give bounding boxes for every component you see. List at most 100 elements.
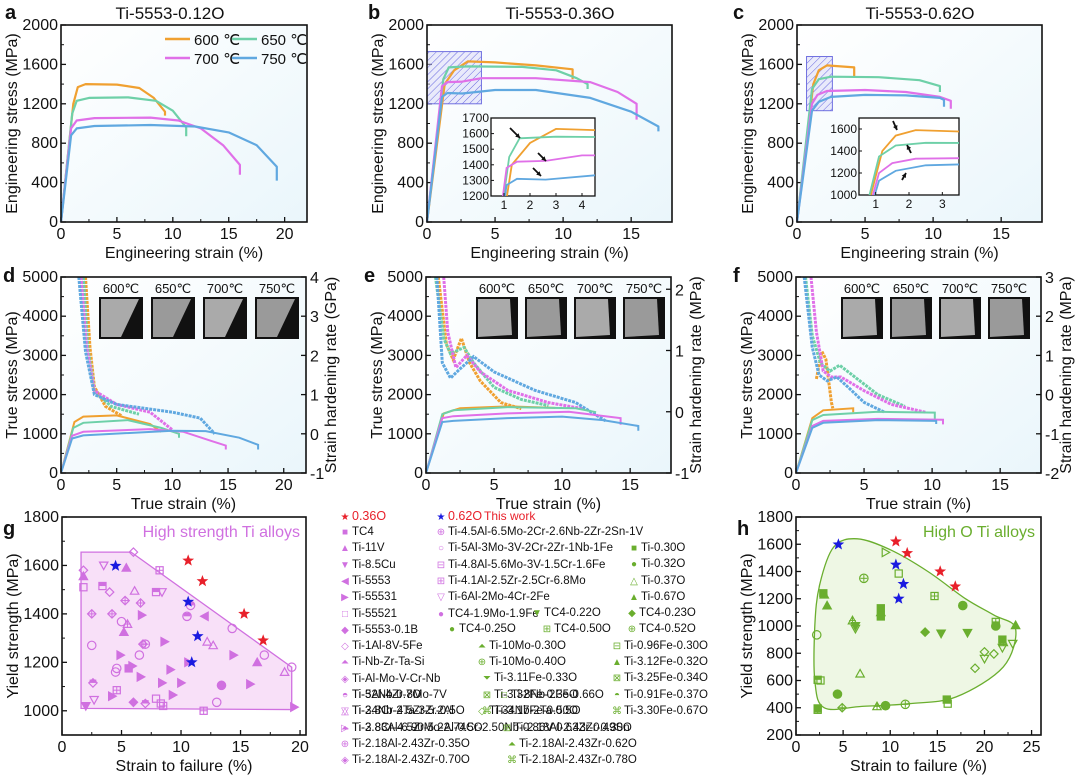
y2-axis-label: Strain hardening rate (MPa) xyxy=(1058,276,1075,473)
legend-marker-icon: ⊞ xyxy=(542,624,552,636)
scatter-point xyxy=(997,643,1008,654)
scatter-point xyxy=(136,671,147,683)
x-tick-label: 10 xyxy=(172,739,190,756)
y-tick-label: 800 xyxy=(31,135,58,152)
legend-entry: ⏷ Ti-3.11Fe-0.33O xyxy=(480,671,577,687)
x-tick-label: 15 xyxy=(992,226,1010,243)
scatter-point xyxy=(859,573,869,584)
scatter-point xyxy=(160,636,170,647)
x-tick-label: 20 xyxy=(276,226,294,243)
legend-entry: ⌘ Ti-3.17Fe-0.50O xyxy=(480,704,578,720)
inset-y-tick-label: 1400 xyxy=(830,144,857,158)
scatter-point xyxy=(120,595,131,606)
marker-detail xyxy=(877,612,885,621)
hardening-curve xyxy=(802,277,886,414)
x-tick-label: 15 xyxy=(232,739,250,756)
series-line-700 xyxy=(425,77,638,223)
scatter-point xyxy=(121,562,132,572)
legend-entry: ▽ Ti-6Al-2Mo-4Cr-2Fe xyxy=(434,590,550,606)
legend-marker-icon: ▽ xyxy=(437,592,445,604)
scatter-point xyxy=(979,654,990,665)
plot-frame xyxy=(61,516,307,736)
legend-marker-icon: ▽ xyxy=(341,706,349,718)
true-stress-curve xyxy=(796,419,938,473)
legend-label: Ti-2.18Al-2.43Zr-0.70O xyxy=(352,754,470,767)
legend-label: Ti-0.91Fe-0.37O xyxy=(624,688,708,701)
legend-marker-icon: ◀ xyxy=(341,575,349,587)
y-tick-label: 1000 xyxy=(757,618,793,635)
scatter-point xyxy=(112,686,121,695)
y-axis-label: True stress (MPa) xyxy=(4,311,21,438)
legend-entry: ⊞ Ti-2.18Al-2.43Zr-0.30O xyxy=(500,721,632,737)
scatter-point xyxy=(156,699,165,708)
scatter-point xyxy=(79,583,88,592)
series-line-600 xyxy=(59,83,167,223)
x-tick-label: 5 xyxy=(490,477,499,494)
scatter-point xyxy=(158,677,168,689)
inset-y-tick-label: 1600 xyxy=(462,127,489,141)
legend-label: Ti-3.17Fe-0.50O xyxy=(494,704,578,717)
x-tick-label: 0 xyxy=(792,739,801,756)
legend-label: Ti-0.67O xyxy=(641,590,686,603)
star-marker-this-work xyxy=(934,565,947,577)
inset-x-tick-label: 1 xyxy=(501,198,508,212)
legend-marker-icon: ⊕ xyxy=(340,738,350,750)
legend-label: TC4-0.52O xyxy=(639,623,696,636)
x-tick-label: 15 xyxy=(219,477,237,494)
image-temperature-label: 600℃ xyxy=(103,281,139,296)
scatter-point xyxy=(104,587,115,598)
legend-entry: ⊠ Ti-3.25Fe-0.34O xyxy=(610,671,708,687)
panel-g: 0 5 10 15 20 1000 1200 1400 1600 1800 Strain to fa… xyxy=(3,509,309,775)
scatter-point xyxy=(246,678,256,690)
scatter-point xyxy=(199,706,208,715)
star-marker-this-work xyxy=(238,607,250,619)
scatter-point xyxy=(290,701,300,713)
y2-tick-label: 2 xyxy=(675,282,684,299)
y-tick-label: 2000 xyxy=(22,17,58,34)
legend-marker-icon: ◆ xyxy=(341,624,349,636)
legend-entry: ⊠ Ti-3.32Fe-0.35O xyxy=(480,688,578,704)
scatter-point xyxy=(116,616,127,627)
legend-marker-icon: ▲ xyxy=(629,591,639,603)
legend-label: Ti-2.18Al-2.43Zr-0.62O xyxy=(519,737,637,750)
image-temperature-label: 750℃ xyxy=(626,281,662,296)
legend-entry: ⊕ Ti-4.5Al-6.5Mo-2Cr-2.6Nb-2Zr-2Sn-1V xyxy=(434,525,643,541)
x-tick-label: 0 xyxy=(57,477,66,494)
y-tick-label: 1200 xyxy=(758,96,794,113)
legend-marker-icon: ⏶ xyxy=(478,640,486,652)
legend-marker-icon: ▼ xyxy=(532,608,542,619)
legend-label: Ti-3.83Al-6.90Mo-2.74Cr-2.50Nb-0.86V-0.6… xyxy=(352,721,630,734)
y-tick-label: 400 xyxy=(766,700,793,717)
legend-marker-icon: ○ xyxy=(437,543,445,555)
scatter-point xyxy=(137,609,148,621)
legend-label: Ti-6Al-2Mo-4Cr-2Fe xyxy=(448,591,550,604)
inset-series-line xyxy=(869,129,959,195)
y2-tick-label: 3 xyxy=(1045,270,1054,287)
legend-marker-icon: ◆ xyxy=(628,608,636,619)
x-tick-label: 15 xyxy=(928,739,946,756)
scatter-point xyxy=(900,699,911,710)
legend-marker-icon: △ xyxy=(341,706,349,718)
inset-x-tick-label: 2 xyxy=(527,198,534,212)
legend-entry: ▲ Ti-11V xyxy=(338,541,385,557)
scatter-point xyxy=(156,588,168,598)
inset-y-tick-label: 1200 xyxy=(462,189,489,203)
fracture-sample xyxy=(892,299,926,337)
legend-marker-icon: ⊕ xyxy=(436,527,446,538)
y-tick-label: 1200 xyxy=(388,96,424,113)
legend-marker-icon: ⏶ xyxy=(341,722,349,734)
y2-tick-label: -1 xyxy=(1045,427,1059,444)
image-temperature-label: 600℃ xyxy=(844,281,880,296)
legend-marker-icon: ● xyxy=(630,559,638,571)
x-tick-label: 5 xyxy=(117,739,126,756)
arrow-head-icon xyxy=(906,145,912,150)
y2-tick-label: 0 xyxy=(1045,388,1054,405)
legend-label: Ti-34Nb-2Ta-0.5O xyxy=(489,705,581,718)
legend-entry: ▶ Ti-55531 xyxy=(338,590,397,606)
y-tick-label: 4000 xyxy=(757,308,793,325)
y-tick-label: 5000 xyxy=(757,269,793,286)
y-tick-label: 1800 xyxy=(757,509,793,526)
marker-detail xyxy=(152,588,160,593)
y-tick-label: 2000 xyxy=(757,387,793,404)
